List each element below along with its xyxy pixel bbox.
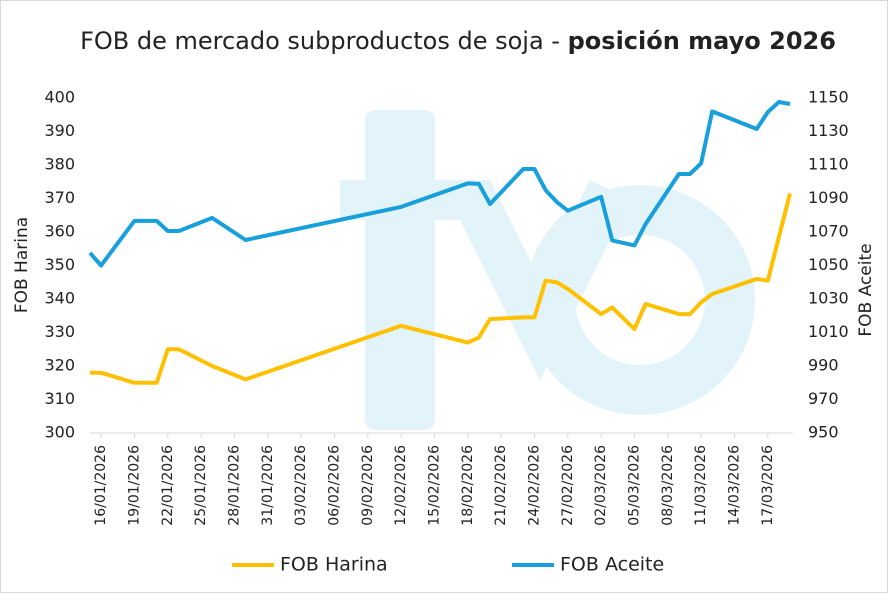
x-tick-label: 11/03/2026 <box>693 445 709 526</box>
y2-tick-label: 1030 <box>808 289 849 308</box>
x-tick-label: 12/02/2026 <box>393 445 409 526</box>
series-line <box>88 100 791 268</box>
x-tick-label: 09/02/2026 <box>360 445 376 526</box>
x-tick-label: 18/02/2026 <box>460 445 476 526</box>
y-tick-label: 360 <box>44 222 75 241</box>
x-tick-label: 17/03/2026 <box>760 445 776 526</box>
y2-tick-label: 950 <box>808 423 839 442</box>
legend-label: FOB Harina <box>280 554 388 576</box>
y2-tick-label: 970 <box>808 389 839 408</box>
x-tick-label: 28/01/2026 <box>226 445 242 526</box>
y-axis-label: FOB Harina <box>12 217 32 313</box>
y-tick-label: 380 <box>44 155 75 174</box>
y2-tick-label: 1070 <box>808 222 849 241</box>
x-tick-label: 24/02/2026 <box>526 445 542 526</box>
y-tick-label: 310 <box>44 389 75 408</box>
y2-tick-label: 1130 <box>808 121 849 140</box>
x-tick-label: 22/01/2026 <box>160 445 176 526</box>
x-tick-label: 05/03/2026 <box>626 445 642 526</box>
x-tick-label: 15/02/2026 <box>426 445 442 526</box>
y-tick-label: 390 <box>44 121 75 140</box>
y-tick-label: 370 <box>44 188 75 207</box>
y-tick-label: 330 <box>44 322 75 341</box>
x-tick-label: 14/03/2026 <box>726 445 742 526</box>
y-tick-label: 300 <box>44 423 75 442</box>
x-tick-label: 02/03/2026 <box>593 445 609 526</box>
y-tick-label: 400 <box>44 88 75 107</box>
y2-tick-label: 1150 <box>808 88 849 107</box>
x-tick-label: 06/02/2026 <box>326 445 342 526</box>
x-tick-label: 21/02/2026 <box>493 445 509 526</box>
x-tick-label: 27/02/2026 <box>560 445 576 526</box>
y2-axis-label: FOB Aceite <box>856 243 876 336</box>
x-tick-label: 03/02/2026 <box>293 445 309 526</box>
y-tick-label: 320 <box>44 356 75 375</box>
x-tick-label: 25/01/2026 <box>193 445 209 526</box>
title-emphasis: posición mayo 2026 <box>568 27 836 55</box>
y2-tick-label: 1090 <box>808 188 849 207</box>
chart-title: FOB de mercado subproductos de soja - po… <box>80 27 836 55</box>
title-part: FOB de mercado subproductos de soja - <box>80 27 560 55</box>
y-tick-label: 340 <box>44 289 75 308</box>
x-tick-label: 19/01/2026 <box>126 445 142 526</box>
watermark <box>340 110 755 430</box>
y-tick-label: 350 <box>44 255 75 274</box>
x-tick-label: 31/01/2026 <box>260 445 276 526</box>
legend-label: FOB Aceite <box>560 554 664 576</box>
y2-tick-label: 1010 <box>808 322 849 341</box>
y2-tick-label: 990 <box>808 356 839 375</box>
x-tick-label: 08/03/2026 <box>660 445 676 526</box>
x-tick-label: 16/01/2026 <box>93 445 109 526</box>
y2-tick-label: 1050 <box>808 255 849 274</box>
y2-tick-label: 1110 <box>808 155 849 174</box>
series-line <box>90 193 792 385</box>
